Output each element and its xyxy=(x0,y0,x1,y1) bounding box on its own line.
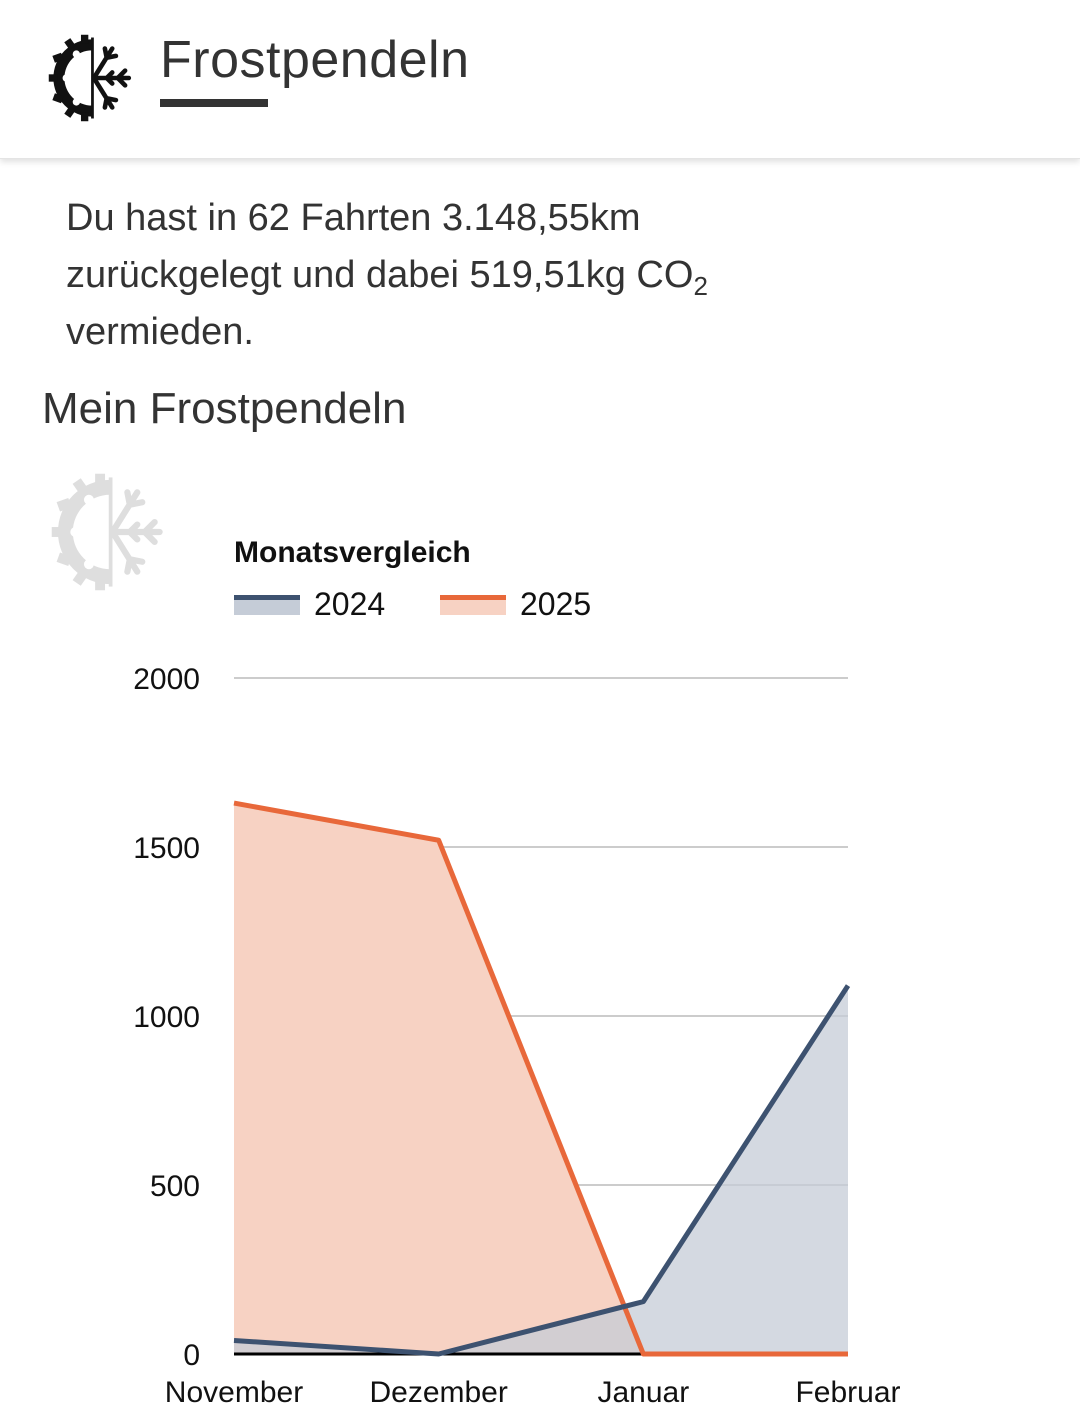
legend-label-2025: 2025 xyxy=(520,586,592,622)
area-2024 xyxy=(234,985,848,1354)
x-tick-label: November xyxy=(165,1376,303,1409)
chart-title: Monatsvergleich xyxy=(234,536,471,569)
line-2024 xyxy=(233,984,851,1357)
co2-subscript: 2 xyxy=(693,271,708,301)
data-point-2025[interactable] xyxy=(431,832,447,848)
y-tick-label: 1500 xyxy=(133,832,200,865)
gear-snowflake-logo-icon[interactable] xyxy=(46,32,138,124)
active-tab-indicator xyxy=(160,99,268,107)
section-title: Mein Frostpendeln xyxy=(42,384,407,433)
legend-swatch-2024 xyxy=(234,595,300,615)
summary-end: vermieden. xyxy=(66,311,254,353)
y-tick-label: 2000 xyxy=(133,663,200,696)
area-2025 xyxy=(234,803,848,1354)
legend-label-2024: 2024 xyxy=(314,586,386,622)
x-tick-label: Januar xyxy=(597,1376,689,1409)
app-title[interactable]: Frostpendeln xyxy=(160,31,470,89)
summary-text: Du hast in 62 Fahrten 3.148,55km zurückg… xyxy=(66,190,866,361)
data-point-2024[interactable] xyxy=(635,1294,651,1310)
data-point-2024[interactable] xyxy=(226,1332,242,1348)
data-point-2025[interactable] xyxy=(840,1346,856,1362)
app-header: Frostpendeln xyxy=(0,0,1080,159)
y-tick-label: 0 xyxy=(183,1339,200,1372)
x-tick-label: Dezember xyxy=(369,1376,507,1409)
summary-main: Du hast in 62 Fahrten 3.148,55km zurückg… xyxy=(66,197,694,296)
y-tick-label: 500 xyxy=(150,1170,200,1203)
data-point-2024[interactable] xyxy=(431,1346,447,1362)
data-point-2025[interactable] xyxy=(226,795,242,811)
gear-snowflake-watermark-icon xyxy=(51,473,163,591)
line-2025 xyxy=(233,800,848,1357)
y-tick-label: 1000 xyxy=(133,1001,200,1034)
data-point-2024[interactable] xyxy=(840,978,856,994)
x-tick-label: Februar xyxy=(795,1376,900,1409)
legend-swatch-2025 xyxy=(440,595,506,615)
data-point-2025[interactable] xyxy=(635,1346,651,1362)
